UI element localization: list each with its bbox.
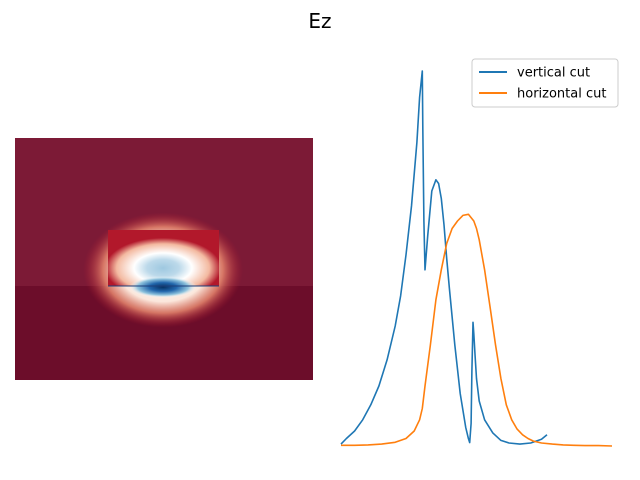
line-plot: vertical cut horizontal cut: [340, 58, 619, 447]
legend-label-horizontal-cut: horizontal cut: [517, 87, 606, 102]
field-heatmap: [15, 138, 313, 380]
figure-title: Ez: [308, 9, 331, 33]
legend: vertical cut horizontal cut: [471, 58, 619, 108]
series-line-horizontal-cut: [341, 213, 613, 447]
series-line-vertical-cut: [340, 70, 548, 445]
legend-label-vertical-cut: vertical cut: [517, 66, 590, 81]
substrate-mode-lobe: [129, 276, 197, 298]
legend-box: [471, 58, 619, 108]
